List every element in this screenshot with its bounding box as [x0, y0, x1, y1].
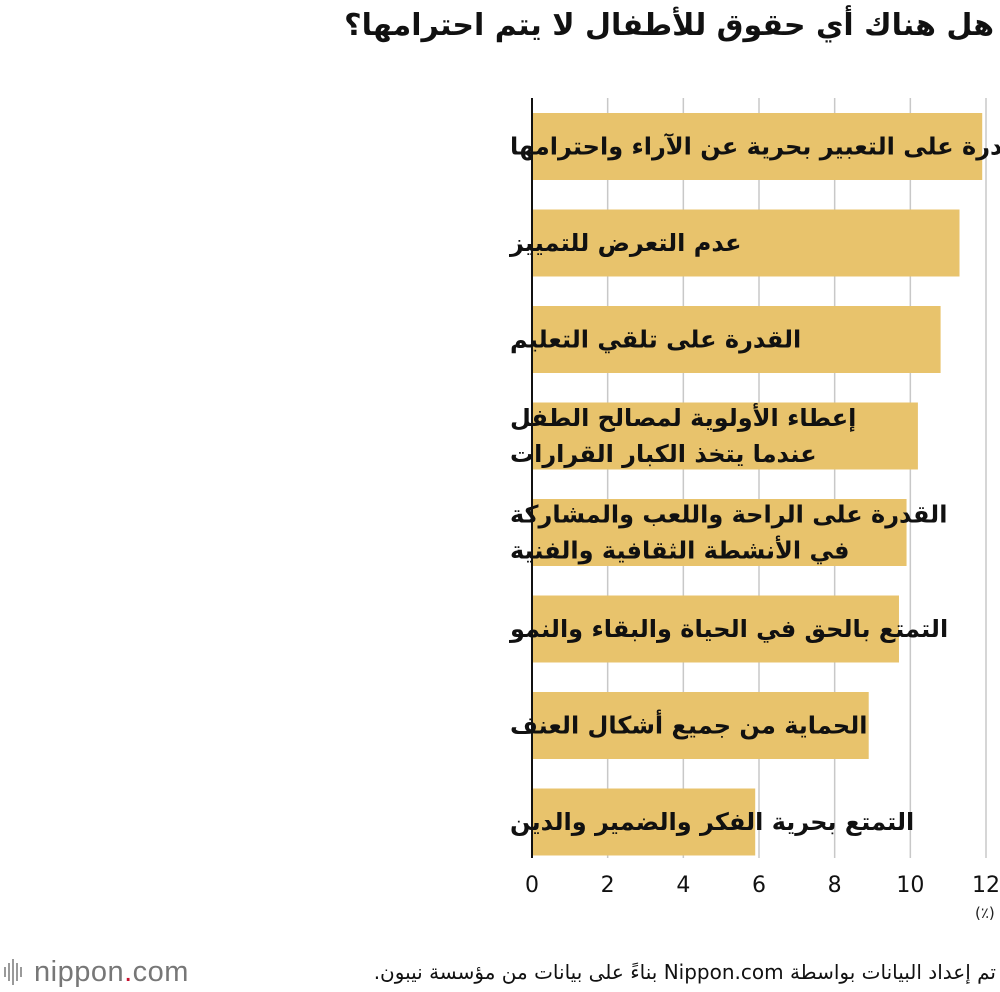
bar: [532, 692, 869, 759]
nippon-logo: nippon. com: [4, 952, 189, 992]
category-label: التمتع بالحق في الحياة والبقاء والنمو: [509, 615, 948, 643]
source-note: تم إعداد البيانات بواسطة Nippon.com بناء…: [373, 960, 996, 984]
bar: [532, 113, 983, 180]
x-tick-label: 10: [896, 873, 924, 898]
x-tick-label: 4: [676, 873, 690, 898]
category-label: عندما يتخذ الكبار القرارات: [510, 440, 817, 468]
bar: [532, 209, 960, 277]
logo-suffix: com: [132, 955, 189, 988]
x-tick-label: 0: [525, 873, 539, 898]
category-label: في الأنشطة الثقافية والفنية: [510, 536, 850, 565]
bar: [532, 788, 756, 856]
bar: [532, 499, 907, 566]
footer: nippon. com تم إعداد البيانات بواسطة Nipp…: [0, 952, 1000, 992]
logo-text: nippon: [34, 955, 125, 988]
category-label: القدرة على الراحة واللعب والمشاركة: [510, 501, 947, 529]
x-tick-label: 12: [972, 873, 1000, 898]
unit-label: (٪): [975, 904, 995, 922]
x-tick-label: 2: [601, 873, 615, 898]
x-tick-label: 6: [752, 873, 766, 898]
category-label: إعطاء الأولوية لمصالح الطفل: [510, 403, 856, 432]
bar: [532, 306, 941, 373]
bar: [532, 595, 899, 663]
bar: [532, 402, 918, 470]
logo-dot: .: [124, 955, 133, 988]
category-label: القدرة على التعبير بحرية عن الآراء واحتر…: [510, 133, 1000, 161]
category-label: التمتع بحرية الفكر والضمير والدين: [510, 808, 914, 836]
chart-title: هل هناك أي حقوق للأطفال لا يتم احترامها؟: [344, 8, 994, 43]
category-label: عدم التعرض للتمييز: [509, 229, 742, 257]
category-label: القدرة على تلقي التعليم: [510, 326, 801, 354]
logo-bars-icon: [4, 959, 24, 985]
x-tick-label: 8: [828, 873, 842, 898]
category-label: الحماية من جميع أشكال العنف: [510, 710, 867, 740]
